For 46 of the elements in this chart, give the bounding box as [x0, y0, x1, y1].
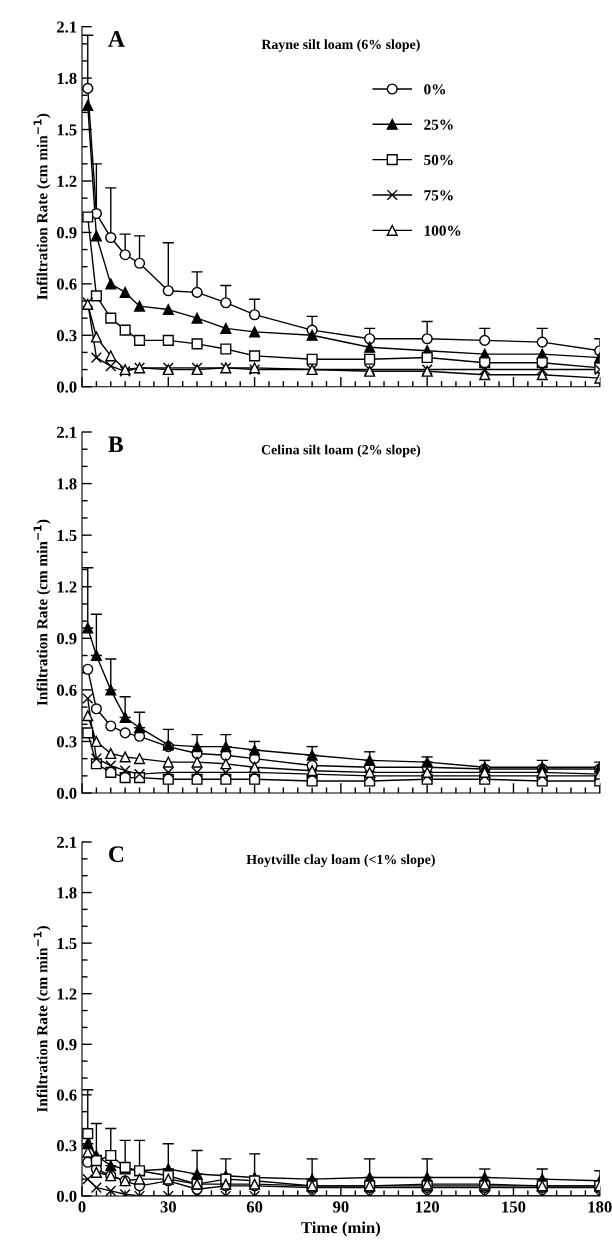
y-tick-label: 0.0 [56, 787, 77, 800]
text: Celina silt loam (2% slope) [261, 444, 421, 458]
y-tick-label: 0.0 [56, 381, 77, 393]
y-tick-label: 1.2 [57, 581, 77, 593]
y-tick-label: 0.6 [56, 278, 77, 290]
annotation: A [108, 31, 125, 47]
y-tick-label: 0.3 [56, 1140, 77, 1152]
y-axis-title: Infiltration Rate (cm min$^{−1}$) [33, 519, 51, 706]
y-tick-label: 1.8 [57, 478, 77, 490]
y-tick-label: 0.6 [56, 1089, 77, 1101]
x-tick-label: 30 [160, 1201, 176, 1213]
x-tick-label: 60 [246, 1201, 263, 1213]
x-tick-label: 0 [78, 1201, 86, 1213]
x-axis-title: Time (min) [301, 1221, 381, 1237]
y-tick-label: 0.3 [56, 736, 77, 748]
y-tick-label: 0.3 [56, 329, 77, 342]
text: Hoytville clay loam (<1% slope) [246, 854, 435, 867]
y-tick-label: 0.9 [56, 1038, 77, 1051]
y-tick-label: 2.1 [57, 21, 77, 33]
annotation: B [108, 436, 123, 453]
legend-label: 50% [424, 154, 453, 166]
x-tick-label: 180 [588, 1201, 612, 1213]
legend-label: 75% [424, 190, 453, 201]
y-tick-label: 0.9 [56, 227, 77, 239]
annotation: C [109, 846, 124, 863]
y-axis-title: Infiltration Rate (cm min$^{−1}$) [33, 926, 51, 1113]
y-tick-label: 1.5 [57, 937, 77, 950]
y-tick-label: 0.0 [56, 1190, 77, 1202]
legend-label: 0% [424, 84, 446, 95]
y-axis-title: Infiltration Rate (cm min$^{−1}$) [33, 113, 51, 300]
text: Rayne silt loam (6% slope) [261, 39, 420, 52]
y-tick-label: 1.5 [57, 529, 77, 542]
y-tick-label: 1.2 [57, 988, 77, 1000]
x-tick-label: 120 [416, 1201, 440, 1213]
y-tick-label: 2.1 [57, 426, 77, 439]
y-tick-label: 2.1 [57, 836, 77, 848]
legend-label: 100% [424, 225, 461, 236]
x-tick-label: 150 [502, 1201, 526, 1213]
y-tick-label: 0.6 [56, 684, 77, 696]
y-tick-label: 1.5 [57, 124, 77, 136]
y-tick-label: 1.2 [57, 175, 77, 187]
y-tick-label: 1.8 [57, 72, 77, 85]
y-tick-label: 0.9 [56, 633, 77, 645]
x-tick-label: 90 [333, 1201, 349, 1213]
legend-label: 25% [424, 119, 453, 130]
y-tick-label: 1.8 [57, 887, 77, 899]
